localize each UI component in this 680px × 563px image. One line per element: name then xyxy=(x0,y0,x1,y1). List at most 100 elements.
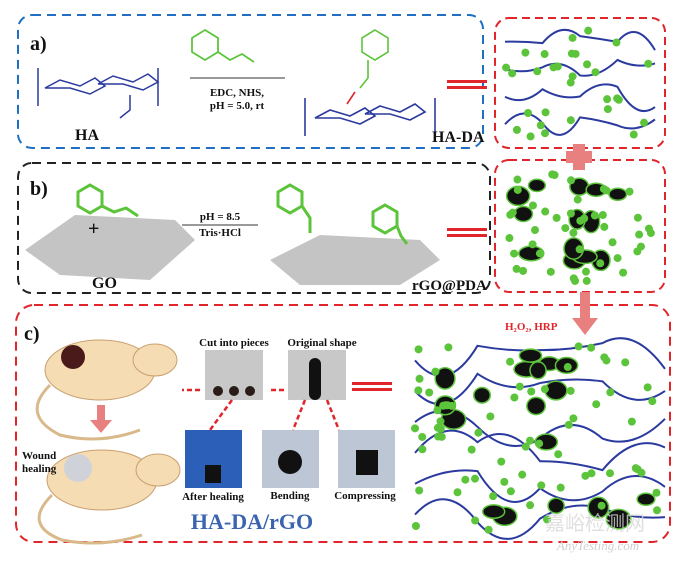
panel-b-reagent-2: Tris·HCl xyxy=(199,227,241,239)
dopamine-unit xyxy=(566,78,575,87)
dopamine-unit xyxy=(587,469,596,478)
go-label: GO xyxy=(92,275,117,292)
dopamine-unit xyxy=(433,423,442,432)
dopamine-unit xyxy=(603,105,612,114)
dopamine-unit xyxy=(635,230,644,239)
rgo-flake xyxy=(513,205,534,223)
dopamine-unit xyxy=(633,247,642,256)
dopamine-unit xyxy=(474,428,483,437)
plus-icon xyxy=(566,144,592,170)
rat-with-wound xyxy=(35,339,178,441)
dopamine-unit xyxy=(566,386,575,395)
dopamine-unit xyxy=(524,109,533,118)
dopamine-unit xyxy=(415,374,424,383)
photo-cut-pieces xyxy=(205,350,263,400)
wound-label: Wound xyxy=(22,450,56,462)
polymer-chain xyxy=(414,337,666,377)
dopamine-unit xyxy=(535,439,544,448)
dopamine-unit xyxy=(527,387,536,396)
dopamine-unit xyxy=(571,49,580,58)
ha-label: HA xyxy=(75,127,99,144)
rgo-pda-label: rGO@PDA xyxy=(412,278,487,294)
rgo-flake xyxy=(527,178,547,193)
dopamine-unit xyxy=(612,38,621,47)
dopamine-unit xyxy=(633,213,642,222)
panel-c-label: c) xyxy=(24,323,40,345)
panel-a-reagent-2: pH = 5.0, rt xyxy=(210,100,265,112)
equivalence-bars xyxy=(352,80,487,391)
dopamine-unit xyxy=(502,63,511,72)
dopamine-unit xyxy=(569,228,578,237)
dopamine-unit xyxy=(582,276,591,285)
dopamine-unit xyxy=(554,450,563,459)
polymer-chain xyxy=(504,28,656,51)
dopamine-unit xyxy=(510,249,519,258)
polymer-chain xyxy=(414,372,666,406)
dopamine-unit xyxy=(550,171,559,180)
dopamine-unit xyxy=(631,464,640,473)
dopamine-unit xyxy=(569,414,578,423)
dopamine-unit xyxy=(510,393,519,402)
dopamine-unit xyxy=(540,50,549,59)
dopamine-unit xyxy=(587,343,596,352)
photo-bending xyxy=(262,430,319,488)
dopamine-unit xyxy=(414,386,423,395)
dopamine-unit xyxy=(515,382,524,391)
dopamine-unit xyxy=(543,515,552,524)
dopamine-unit xyxy=(619,268,628,277)
dopamine-unit xyxy=(567,176,576,185)
dopamine-unit xyxy=(606,388,615,397)
dopamine-unit xyxy=(592,400,601,409)
rgo-flake xyxy=(605,508,632,530)
dopamine-unit xyxy=(575,245,584,254)
dopamine-unit xyxy=(513,185,522,194)
dopamine-unit xyxy=(608,238,617,247)
dopamine-unit xyxy=(512,125,521,134)
dopamine-unit xyxy=(549,63,558,72)
dopamine-unit xyxy=(571,276,580,285)
dopamine-unit xyxy=(564,420,573,429)
polymer-chain xyxy=(414,429,666,472)
ha-da-network xyxy=(502,26,656,141)
rgo-flake xyxy=(481,504,506,520)
dopamine-unit xyxy=(640,118,649,127)
rgo-flake xyxy=(608,187,628,202)
dopamine-unit xyxy=(486,412,495,421)
compressing-label: Compressing xyxy=(334,490,396,502)
dopamine-unit xyxy=(500,477,509,486)
dopamine-unit xyxy=(540,385,549,394)
photo-after-healing xyxy=(185,430,242,488)
watermark-en: AnyTesting.com xyxy=(556,538,639,553)
plus-sign: + xyxy=(88,218,99,240)
dopamine-unit xyxy=(644,224,653,233)
hydrogel-name: HA-DA/rGO xyxy=(191,509,313,534)
dopamine-unit xyxy=(574,342,583,351)
dopamine-unit xyxy=(541,129,550,138)
dopamine-unit xyxy=(596,259,605,268)
dopamine-unit xyxy=(436,417,445,426)
dopamine-structure xyxy=(191,28,255,63)
rgo-flake xyxy=(529,361,547,380)
dopamine-unit xyxy=(518,470,527,479)
dopamine-unit xyxy=(613,94,622,103)
dopamine-unit xyxy=(566,209,575,218)
bending-label: Bending xyxy=(270,490,310,502)
dopamine-unit xyxy=(434,432,443,441)
dopamine-unit xyxy=(512,264,521,273)
dopamine-unit xyxy=(414,345,423,354)
dopamine-unit xyxy=(471,474,480,483)
rgo-pda-network xyxy=(505,170,655,285)
dopamine-unit xyxy=(576,216,585,225)
panel-b-reagent-1: pH = 8.5 xyxy=(200,211,241,223)
panel-b-label: b) xyxy=(30,178,48,200)
watermark-cn: 嘉峪检测网 xyxy=(545,512,645,535)
rgo-flake xyxy=(636,492,656,507)
polymer-chain xyxy=(504,112,656,136)
dopamine-unit xyxy=(489,492,498,501)
dopamine-unit xyxy=(537,481,546,490)
dopamine-unit xyxy=(531,226,540,235)
dopamine-unit xyxy=(526,501,535,510)
dopamine-unit xyxy=(415,486,424,495)
panel-b-frame xyxy=(17,162,491,294)
dopamine-unit xyxy=(603,95,612,104)
